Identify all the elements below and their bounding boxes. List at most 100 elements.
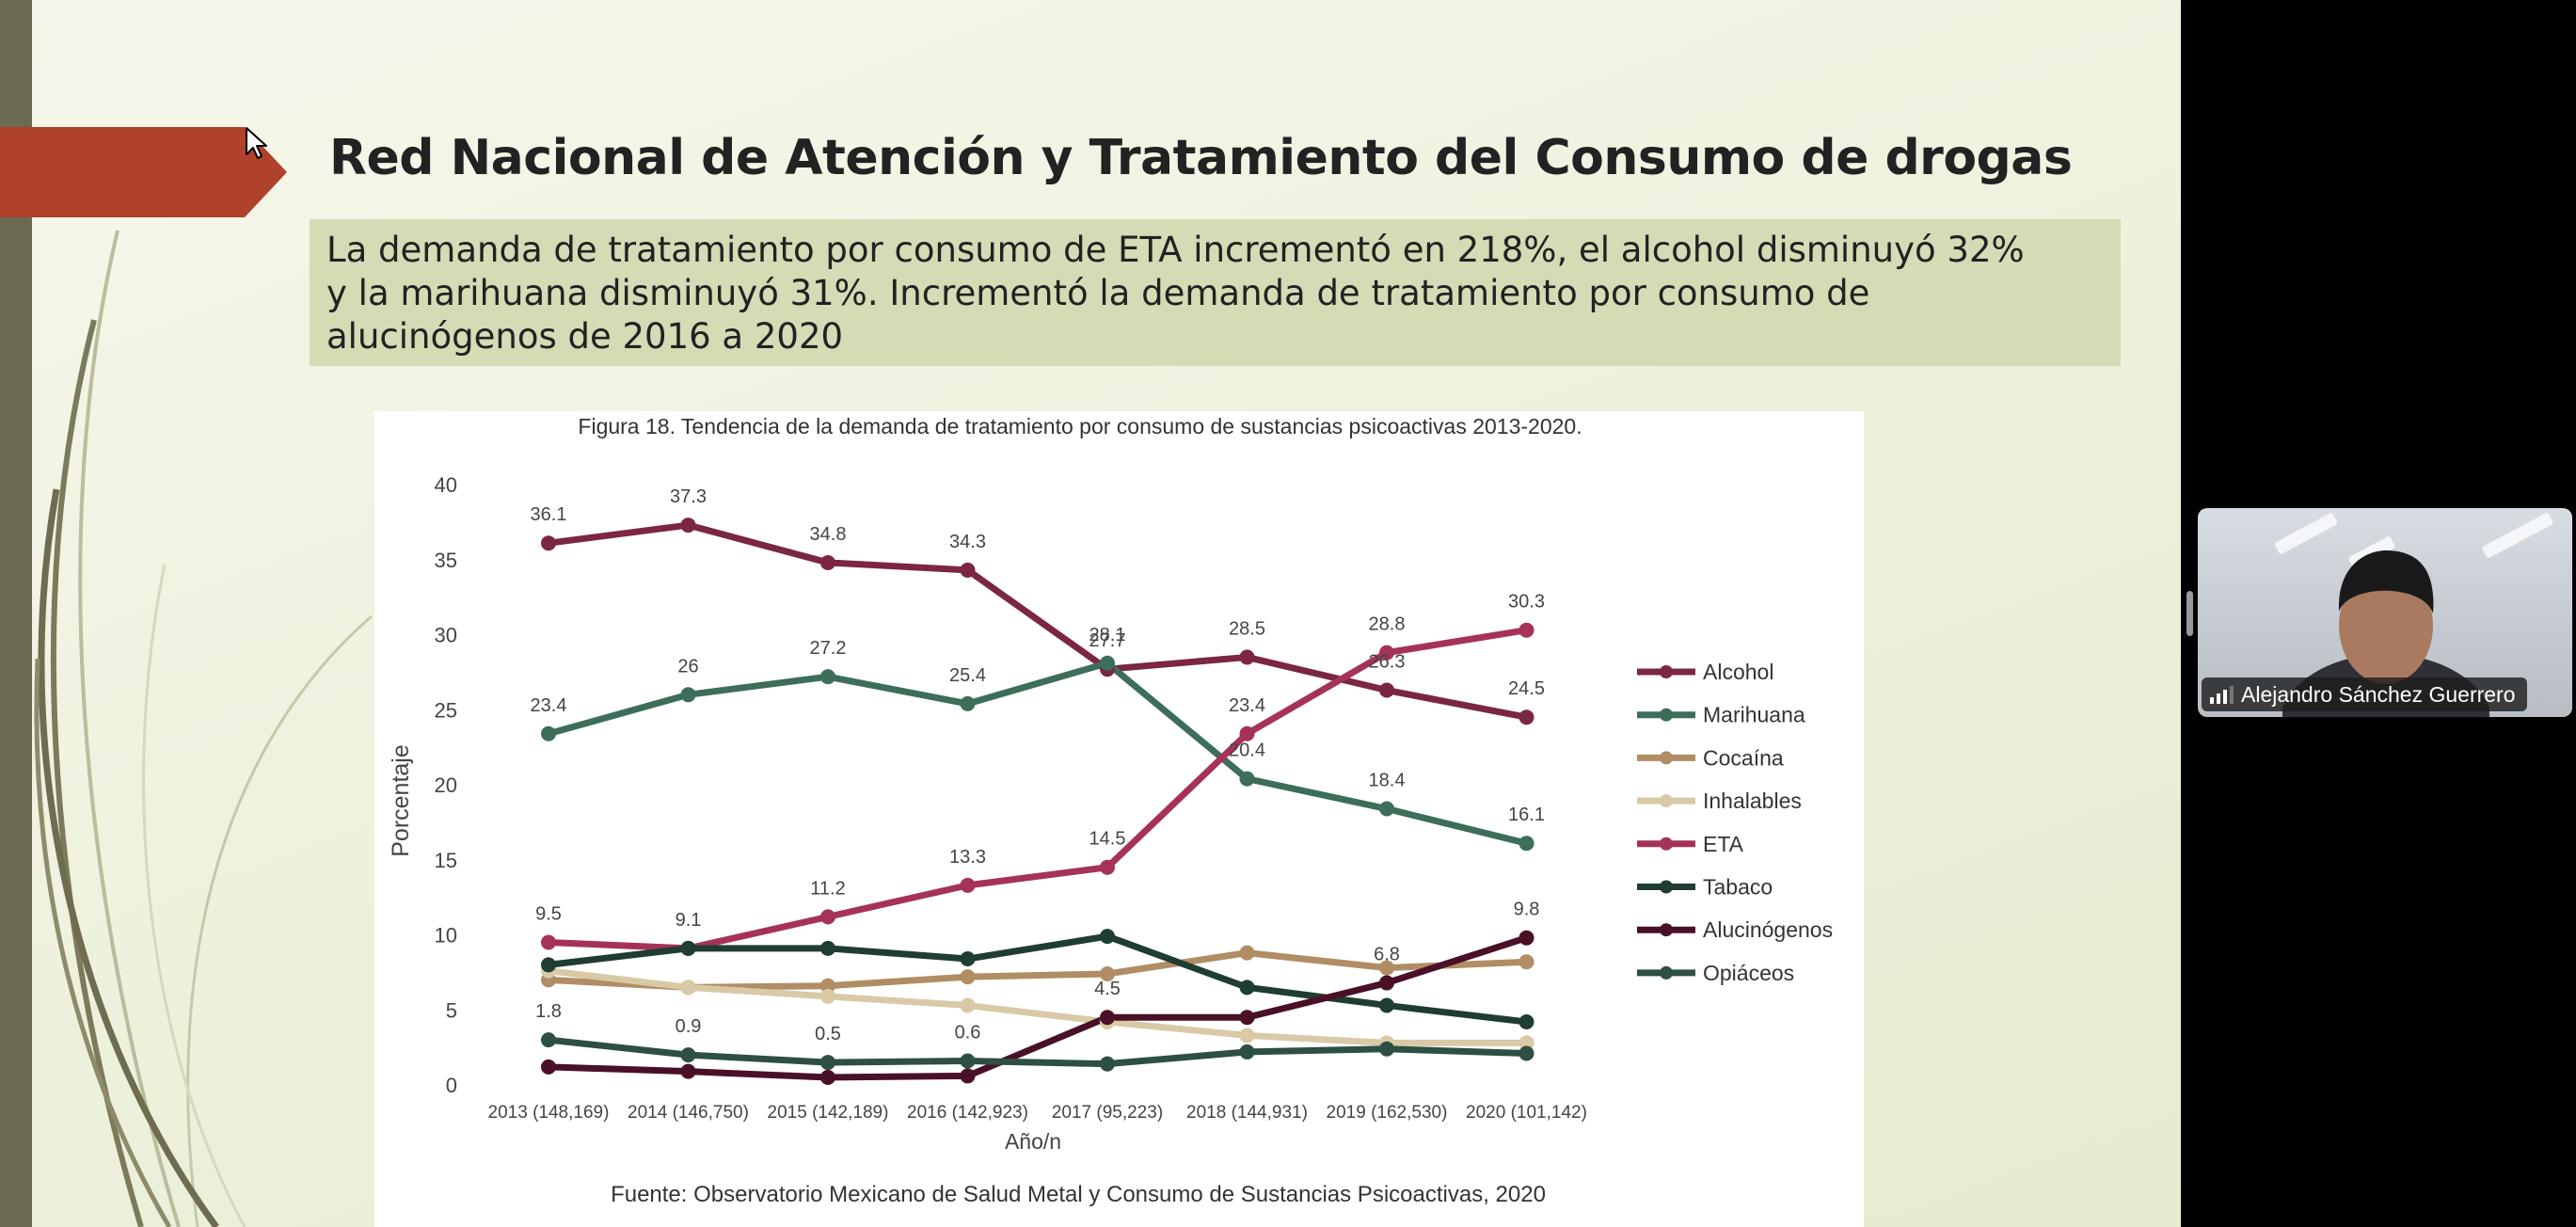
data-label: 36.1 <box>531 504 567 525</box>
mouse-cursor-icon <box>246 127 267 159</box>
data-label: 20.4 <box>1229 741 1265 761</box>
data-point-tabaco <box>960 951 976 967</box>
data-label: 0.9 <box>676 1016 702 1037</box>
legend-marker <box>1660 837 1673 851</box>
data-point-alcohol <box>680 518 696 534</box>
data-point-alcohol <box>1379 682 1394 698</box>
data-label: 0.6 <box>955 1022 981 1043</box>
data-point-tabaco <box>1239 980 1255 996</box>
legend-marker <box>1660 708 1673 722</box>
data-label: 26.3 <box>1369 652 1406 673</box>
data-point-alucinógenos <box>541 1059 556 1075</box>
data-point-opiáceos <box>1379 1041 1394 1057</box>
series-line-eta <box>548 627 1528 952</box>
legend-marker <box>1660 665 1673 678</box>
summary-box: La demanda de tratamiento por consumo de… <box>310 219 2121 366</box>
data-point-inhalables <box>960 997 976 1013</box>
data-point-opiáceos <box>1239 1044 1255 1060</box>
data-point-alucinógenos <box>960 1068 976 1084</box>
line-chart: Figura 18. Tendencia de la demanda de tr… <box>388 414 1833 1207</box>
data-label: 28.5 <box>1229 618 1265 639</box>
data-point-inhalables <box>820 988 835 1004</box>
signal-icon <box>2210 686 2234 704</box>
data-label: 4.5 <box>1094 979 1121 999</box>
data-point-alucinógenos <box>820 1070 835 1086</box>
data-point-cocaína <box>1239 945 1255 961</box>
data-label: 13.3 <box>949 847 986 868</box>
data-point-tabaco <box>1519 1014 1534 1030</box>
chart-title: Figura 18. Tendencia de la demanda de tr… <box>578 414 1582 438</box>
series-line-tabaco <box>548 932 1527 1026</box>
legend-entry: Cocaína <box>1703 745 1784 770</box>
x-tick-label: 2013 (148,169) <box>488 1103 610 1123</box>
data-label: 25.4 <box>949 665 986 686</box>
y-tick-label: 40 <box>435 473 457 497</box>
data-point-cocaína <box>820 978 835 994</box>
figure-panel: Figura 18. Tendencia de la demanda de tr… <box>374 411 1864 1227</box>
legend-marker <box>1660 923 1673 937</box>
data-point-inhalables <box>680 980 696 996</box>
data-label: 28.8 <box>1369 614 1406 635</box>
data-point-alcohol <box>541 535 556 551</box>
data-point-opiáceos <box>1100 1056 1115 1072</box>
panel-resize-handle[interactable] <box>2186 591 2193 636</box>
data-label: 34.3 <box>949 532 986 552</box>
data-label: 23.4 <box>531 695 567 716</box>
series-line-marihuana <box>548 660 1528 847</box>
data-label: 30.3 <box>1508 592 1545 613</box>
data-point-eta <box>1239 725 1255 741</box>
participant-name-label: Alejandro Sánchez Guerrero <box>2202 677 2527 711</box>
data-point-tabaco <box>1379 997 1394 1013</box>
data-point-marihuana <box>1100 655 1115 671</box>
legend-marker <box>1660 794 1673 808</box>
x-tick-label: 2017 (95,223) <box>1052 1103 1163 1123</box>
ceiling-light <box>2481 512 2554 559</box>
data-label: 11.2 <box>810 878 845 899</box>
data-point-marihuana <box>541 725 556 741</box>
series-line-inhalables <box>548 967 1527 1046</box>
data-label: 1.8 <box>535 1001 562 1022</box>
x-tick-label: 2019 (162,530) <box>1327 1103 1448 1123</box>
data-point-opiáceos <box>680 1047 696 1063</box>
legend-entry: ETA <box>1703 832 1744 856</box>
data-point-opiáceos <box>820 1055 835 1071</box>
participant-video-tile[interactable]: Alejandro Sánchez Guerrero <box>2198 508 2572 717</box>
slide-title: Red Nacional de Atención y Tratamiento d… <box>329 130 2073 186</box>
legend-marker <box>1660 880 1673 894</box>
data-point-marihuana <box>1239 771 1255 787</box>
data-label: 9.5 <box>535 903 562 924</box>
data-label: 14.5 <box>1089 829 1126 850</box>
data-point-alucinógenos <box>1100 1010 1115 1026</box>
y-axis-label: Porcentaje <box>388 744 414 857</box>
data-point-alcohol <box>1519 709 1534 725</box>
decorative-grass-lines <box>34 230 373 1227</box>
data-label: 16.1 <box>1508 805 1545 825</box>
data-point-alucinógenos <box>1239 1010 1255 1026</box>
y-tick-label: 10 <box>435 924 457 948</box>
data-point-marihuana <box>960 695 976 711</box>
data-point-tabaco <box>1100 929 1115 945</box>
legend-entry: Tabaco <box>1703 875 1773 900</box>
data-point-alcohol <box>1239 649 1255 665</box>
participant-name: Alejandro Sánchez Guerrero <box>2241 682 2516 707</box>
series-line-alucinógenos <box>548 934 1528 1081</box>
data-point-opiáceos <box>960 1053 976 1069</box>
x-axis-label: Año/n <box>1005 1129 1061 1154</box>
data-point-tabaco <box>820 940 835 956</box>
data-point-eta <box>1519 622 1534 638</box>
data-label: 27.2 <box>810 638 847 659</box>
data-point-marihuana <box>680 687 696 703</box>
legend-marker <box>1660 751 1673 765</box>
x-tick-label: 2016 (142,923) <box>907 1103 1028 1123</box>
y-tick-label: 30 <box>435 624 457 647</box>
data-point-eta <box>820 909 835 925</box>
summary-line-3: alucinógenos de 2016 a 2020 <box>326 316 844 357</box>
legend-entry: Inhalables <box>1703 789 1802 813</box>
x-tick-label: 2015 (142,189) <box>768 1103 889 1123</box>
data-point-eta <box>1379 645 1394 661</box>
legend-entry: Marihuana <box>1703 703 1805 727</box>
legend-entry: Alcohol <box>1703 660 1773 684</box>
data-point-inhalables <box>1239 1028 1255 1044</box>
legend-entry: Opiáceos <box>1703 961 1794 985</box>
data-point-tabaco <box>541 957 556 973</box>
